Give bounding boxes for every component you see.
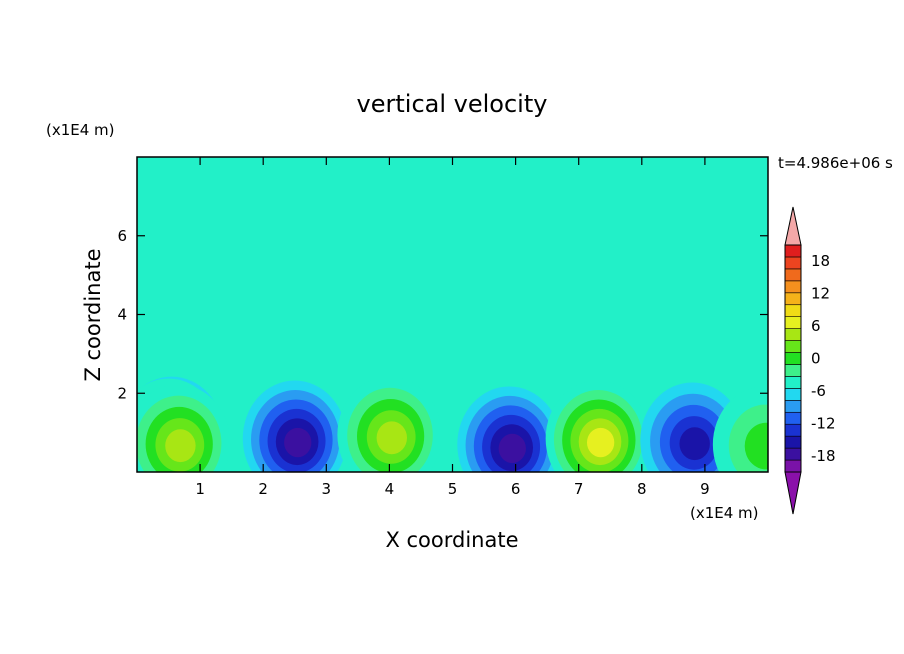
colorbar-over-arrow (784, 206, 802, 246)
contour-band (376, 421, 407, 455)
contour-band (498, 433, 526, 464)
velocity-cell (545, 380, 650, 472)
x-tick-label: 5 (448, 480, 458, 498)
y-unit-label: (x1E4 m) (46, 121, 115, 139)
colorbar-band (784, 340, 802, 353)
chart-title: vertical velocity (357, 90, 548, 118)
colorbar-band (784, 388, 802, 401)
x-tick-label: 3 (322, 480, 332, 498)
colorbar-band (784, 364, 802, 377)
colorbar-band (784, 280, 802, 294)
contour-band (165, 429, 196, 463)
x-axis-label: X coordinate (385, 528, 518, 552)
colorbar-tick-label: -12 (811, 414, 836, 432)
colorbar-under-arrow (784, 471, 802, 515)
contour-band (586, 427, 615, 458)
x-tick-label: 1 (195, 480, 205, 498)
y-axis-label: Z coordinate (81, 248, 105, 381)
time-label: t=4.986e+06 s (778, 154, 893, 172)
x-unit-label: (x1E4 m) (690, 504, 759, 522)
colorbar-band (784, 459, 802, 473)
colorbar-tick-label: -6 (811, 382, 826, 400)
y-tick-label: 4 (117, 306, 127, 324)
velocity-cell (242, 380, 347, 472)
contour-band (744, 422, 768, 470)
colorbar-tick-label: -18 (811, 447, 836, 465)
colorbar-frame (784, 244, 802, 473)
colorbar: 18 12 6 0 -6 -12 -18 (784, 206, 836, 515)
y-tick-label: 2 (117, 384, 127, 402)
colorbar-band (784, 292, 802, 306)
contour-band (284, 427, 312, 458)
contour-band (679, 427, 710, 461)
colorbar-band (784, 352, 802, 365)
colorbar-band (784, 411, 802, 425)
plot-area (137, 157, 768, 472)
x-tick-label: 7 (574, 480, 584, 498)
velocity-cell (457, 386, 562, 472)
colorbar-tick-label: 6 (811, 317, 821, 335)
colorbar-band (784, 447, 802, 461)
colorbar-band (784, 376, 802, 389)
colorbar-tick-label: 18 (811, 252, 830, 270)
x-tick-label: 8 (637, 480, 647, 498)
x-tick-label: 2 (258, 480, 268, 498)
colorbar-tick-label: 0 (811, 350, 821, 368)
colorbar-band (784, 304, 802, 317)
velocity-cell (712, 386, 768, 472)
x-tick-label: 6 (511, 480, 521, 498)
colorbar-band (784, 435, 802, 449)
velocity-cell (137, 384, 230, 472)
y-tick-label: 6 (117, 227, 127, 245)
x-tick-label: 9 (700, 480, 710, 498)
velocity-cell (337, 376, 442, 472)
colorbar-band (784, 328, 802, 341)
x-tick-label: 4 (385, 480, 395, 498)
colorbar-band (784, 244, 802, 258)
colorbar-band (784, 256, 802, 270)
colorbar-band (784, 423, 802, 437)
colorbar-tick-label: 12 (811, 285, 830, 303)
colorbar-band (784, 400, 802, 413)
colorbar-band (784, 268, 802, 282)
colorbar-band (784, 316, 802, 329)
